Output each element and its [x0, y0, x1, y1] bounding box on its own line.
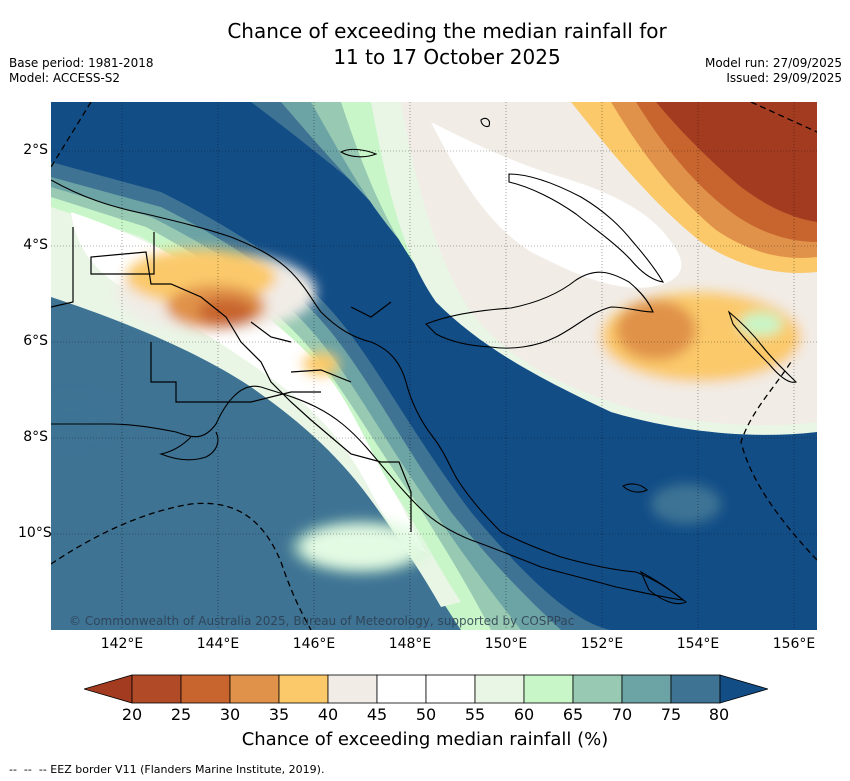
eez-borders	[51, 102, 817, 630]
blob-75-southeast	[651, 484, 721, 524]
x-tick-148e: 148°E	[388, 636, 432, 652]
meta-right: Model run: 27/09/2025 Issued: 29/09/2025	[705, 56, 842, 86]
issued-text: Issued: 29/09/2025	[726, 71, 842, 85]
colorbar-tick-60: 60	[513, 705, 535, 724]
colorbar-extend-high	[719, 674, 768, 704]
y-tick-2s: 2°S	[23, 142, 48, 158]
blob-65-east	[739, 312, 783, 336]
new-ireland-coast	[508, 173, 665, 283]
colorbar-tick-70: 70	[611, 705, 633, 724]
eez-legend-text: -- EEZ border V11 (Flanders Marine Insti…	[38, 763, 325, 776]
trobriand-islands	[622, 483, 648, 493]
colorbar-swatch	[278, 674, 329, 704]
blob-30-east	[616, 300, 696, 360]
colorbar	[84, 674, 768, 704]
x-tick-156e: 156°E	[772, 636, 816, 652]
forecast-map	[51, 102, 817, 630]
manus-coast	[339, 148, 378, 158]
x-tick-142e: 142°E	[100, 636, 144, 652]
meta-left: Base period: 1981-2018 Model: ACCESS-S2	[9, 56, 154, 86]
colorbar-tick-45: 45	[366, 705, 388, 724]
colorbar-swatch	[523, 674, 574, 704]
colorbar-tick-80: 80	[708, 705, 730, 724]
louisiade-islands	[639, 570, 688, 605]
y-tick-8s: 8°S	[23, 429, 48, 445]
colorbar-swatch	[229, 674, 280, 704]
colorbar-swatch	[180, 674, 231, 704]
colorbar-tick-40: 40	[317, 705, 339, 724]
title-line-2: 11 to 17 October 2025	[333, 45, 561, 69]
gridlines	[51, 102, 817, 630]
x-tick-154e: 154°E	[676, 636, 720, 652]
base-period-text: Base period: 1981-2018	[9, 56, 154, 70]
eez-legend-line-icon: -- --	[9, 763, 36, 776]
colorbar-tick-20: 20	[121, 705, 143, 724]
x-tick-146e: 146°E	[292, 636, 336, 652]
eez-legend: -- -- -- EEZ border V11 (Flanders Marine…	[9, 763, 324, 776]
title-line-1: Chance of exceeding the median rainfall …	[227, 19, 667, 43]
colorbar-tick-75: 75	[660, 705, 682, 724]
eez-border-east	[740, 361, 817, 561]
colorbar-swatch	[621, 674, 672, 704]
gulf-coast	[159, 431, 219, 461]
x-tick-152e: 152°E	[580, 636, 624, 652]
colorbar-label: Chance of exceeding median rainfall (%)	[241, 729, 609, 750]
band-50-north	[431, 122, 682, 288]
model-text: Model: ACCESS-S2	[9, 71, 121, 85]
bougainville-coast	[727, 310, 798, 383]
blob-35-highlands	[303, 352, 339, 376]
band-20-northeast	[656, 102, 817, 222]
blob-75-west	[51, 397, 111, 437]
admiralty-islands	[480, 117, 490, 128]
colorbar-swatch	[376, 674, 427, 704]
colorbar-tick-25: 25	[170, 705, 192, 724]
colorbar-swatch	[670, 674, 721, 704]
borders	[51, 227, 412, 532]
province-lines	[150, 301, 392, 403]
anomaly-blobs	[51, 249, 817, 575]
colorbar-swatch	[327, 674, 378, 704]
indonesia-border	[51, 227, 74, 308]
new-britain-coast	[425, 271, 654, 349]
copyright-text: © Commonwealth of Australia 2025, Bureau…	[69, 614, 575, 628]
eez-border-northeast	[750, 102, 817, 133]
map-title: Chance of exceeding the median rainfall …	[0, 18, 850, 70]
x-tick-144e: 144°E	[196, 636, 240, 652]
blob-65-south	[291, 519, 431, 575]
colorbar-extend-low	[84, 674, 133, 704]
blob-25-central	[198, 298, 254, 326]
colorbar-tick-30: 30	[219, 705, 241, 724]
colorbar-tick-50: 50	[415, 705, 437, 724]
colorbar-swatch	[572, 674, 623, 704]
y-tick-6s: 6°S	[23, 333, 48, 349]
colorbar-swatch	[474, 674, 525, 704]
colorbar-swatch	[425, 674, 476, 704]
y-tick-4s: 4°S	[23, 237, 48, 253]
colorbar-tick-55: 55	[464, 705, 486, 724]
eez-border-north	[51, 102, 92, 168]
x-tick-150e: 150°E	[484, 636, 528, 652]
colorbar-tick-65: 65	[562, 705, 584, 724]
png-border	[90, 232, 412, 532]
colorbar-tick-35: 35	[268, 705, 290, 724]
northeast-dry-region	[571, 102, 817, 273]
eez-border-west	[51, 502, 312, 630]
model-run-text: Model run: 27/09/2025	[704, 56, 842, 70]
coastlines	[51, 117, 798, 605]
y-tick-10s: 10°S	[18, 525, 52, 541]
colorbar-swatch	[131, 674, 182, 704]
